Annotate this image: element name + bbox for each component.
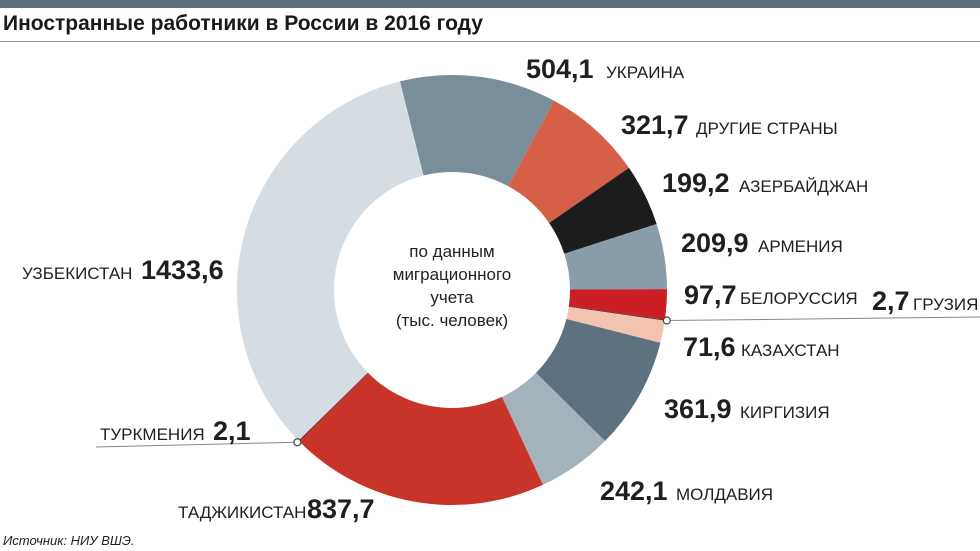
value-label-ukraine: 504,1 (526, 54, 594, 84)
category-label-uzbekistan: УЗБЕКИСТАН (22, 264, 132, 283)
top-color-band (0, 0, 980, 8)
slice-2 (549, 167, 657, 254)
category-label-turkmenistan: ТУРКМЕНИЯ (100, 425, 205, 444)
value-label-kazakhstan: 71,6 (683, 332, 736, 362)
center-text-line-3: учета (430, 288, 474, 307)
value-label-georgia: 2,7 (872, 286, 910, 316)
category-label-azerbaijan: АЗЕРБАЙДЖАН (739, 177, 868, 196)
source-note: Источник: НИУ ВШЭ. (3, 533, 135, 548)
value-label-tajikistan: 837,7 (307, 494, 375, 524)
value-label-armenia: 209,9 (681, 228, 749, 258)
slice-8 (501, 372, 606, 485)
slice-6 (566, 306, 665, 343)
value-label-uzbekistan: 1433,6 (141, 255, 224, 285)
slice-10 (298, 372, 369, 442)
value-label-azerbaijan: 199,2 (662, 168, 730, 198)
center-text-line-2: миграционного (393, 265, 512, 284)
category-label-georgia: ГРУЗИЯ (913, 295, 978, 314)
slice-0 (399, 75, 555, 187)
turkmenistan-marker-dot (293, 438, 302, 447)
title-divider (0, 41, 980, 42)
center-text-line-4: (тыс. человек) (396, 311, 508, 330)
category-label-other: ДРУГИЕ СТРАНЫ (696, 119, 838, 138)
georgia-marker-dot (662, 316, 671, 325)
slice-7 (535, 318, 661, 442)
category-label-moldova: МОЛДАВИЯ (676, 485, 773, 504)
value-label-moldova: 242,1 (600, 476, 668, 506)
slice-3 (564, 224, 667, 290)
turkmenistan-leader-line (95, 441, 298, 448)
donut-slices (236, 75, 667, 505)
slice-11 (236, 81, 424, 441)
category-label-kazakhstan: КАЗАХСТАН (741, 341, 840, 360)
center-text-line-1: по данным (409, 242, 494, 261)
category-label-ukraine: УКРАИНА (606, 63, 685, 82)
georgia-leader-line (666, 316, 980, 322)
slice-5 (568, 306, 665, 321)
category-label-kyrgyzstan: КИРГИЗИЯ (740, 403, 830, 422)
category-label-belarus: БЕЛОРУССИЯ (740, 289, 858, 308)
slice-1 (508, 100, 629, 223)
slice-9 (299, 372, 543, 505)
value-label-turkmenistan: 2,1 (213, 416, 251, 446)
category-label-tajikistan: ТАДЖИКИСТАН (178, 503, 306, 522)
value-label-kyrgyzstan: 361,9 (664, 394, 732, 424)
slice-4 (568, 289, 667, 320)
category-label-armenia: АРМЕНИЯ (758, 237, 843, 256)
value-label-other: 321,7 (621, 110, 689, 140)
value-label-belarus: 97,7 (684, 280, 737, 310)
leader-lines (95, 316, 980, 448)
chart-title: Иностранные работники в России в 2016 го… (3, 12, 483, 35)
